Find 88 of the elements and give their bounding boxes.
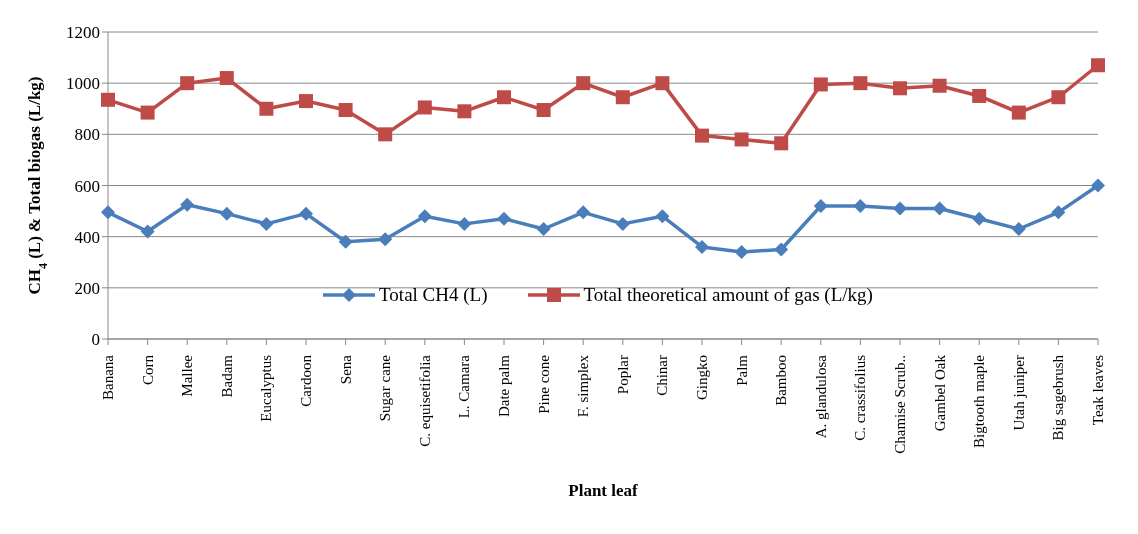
point xyxy=(695,239,709,254)
y-tick-label: 200 xyxy=(74,278,100,298)
point xyxy=(774,136,789,151)
point xyxy=(219,71,234,86)
point xyxy=(101,92,115,107)
x-tick-label: Chamise Scrub.. xyxy=(892,355,908,454)
x-tick-label: Gingko xyxy=(694,355,710,400)
x-tick-label: Teak leaves xyxy=(1090,354,1106,426)
point xyxy=(338,103,353,118)
x-tick-label: Sugar cane xyxy=(377,354,394,422)
point xyxy=(972,211,987,226)
x-tick-label: Big sagebrush xyxy=(1050,354,1067,441)
x-tick-label: A. glandulosa xyxy=(812,354,829,439)
point xyxy=(813,77,828,92)
point xyxy=(140,224,155,239)
legend-label: Total theoretical amount of gas (L/kg) xyxy=(583,284,873,306)
x-tick-label: Sena xyxy=(337,354,354,385)
x-tick-label: Gambel Oak xyxy=(931,354,948,432)
point xyxy=(1091,178,1105,193)
x-tick-label: Date palm xyxy=(496,354,512,418)
point xyxy=(576,76,591,91)
legend-label: Total CH4 (L) xyxy=(379,284,488,306)
point xyxy=(180,197,195,212)
point xyxy=(576,205,591,220)
y-tick-label: 800 xyxy=(74,125,100,145)
point xyxy=(299,94,313,109)
y-tick-label: 600 xyxy=(74,176,100,196)
y-tick-label: 0 xyxy=(91,330,100,350)
x-tick-label: Banana xyxy=(100,354,116,400)
x-tick-label: L. Camara xyxy=(456,354,473,419)
point xyxy=(378,127,393,142)
point xyxy=(497,90,511,105)
point xyxy=(972,88,987,103)
x-axis-title: Plant leaf xyxy=(568,481,639,500)
point xyxy=(615,90,630,105)
x-tick-label: F. simplex xyxy=(575,354,592,418)
point xyxy=(1011,105,1026,120)
point xyxy=(893,201,907,216)
x-tick-label: C. crassifolius xyxy=(852,354,869,441)
point xyxy=(615,216,630,231)
x-tick-label: Badam xyxy=(218,354,235,398)
point xyxy=(497,211,511,226)
point xyxy=(259,101,274,116)
y-tick-label: 1000 xyxy=(66,74,100,94)
x-tick-label: Poplar xyxy=(614,355,631,395)
point xyxy=(457,216,472,231)
x-tick-label: Mallee xyxy=(179,354,196,397)
x-tick-label: Bigtooth maple xyxy=(971,354,988,448)
point xyxy=(259,216,274,231)
point xyxy=(932,201,947,216)
point xyxy=(1091,58,1105,73)
x-tick-label: C. equisetifolia xyxy=(416,354,433,447)
point xyxy=(1011,221,1026,236)
point xyxy=(378,232,393,247)
point xyxy=(219,206,234,221)
point xyxy=(734,132,749,147)
point xyxy=(140,105,155,120)
y-tick-label: 400 xyxy=(74,227,100,247)
point xyxy=(813,198,828,213)
x-tick-label: Corn xyxy=(139,354,156,385)
point xyxy=(536,221,551,236)
x-tick-label: Chinar xyxy=(654,355,671,396)
point xyxy=(180,76,195,91)
x-tick-label: Cardoon xyxy=(298,354,314,407)
x-tick-label: Palm xyxy=(733,354,750,386)
point xyxy=(299,206,313,221)
point xyxy=(695,128,709,143)
x-tick-label: Utah juniper xyxy=(1010,355,1027,431)
point xyxy=(457,104,472,119)
y-tick-label: 1200 xyxy=(66,23,100,43)
point xyxy=(338,234,353,249)
point xyxy=(417,100,432,115)
point xyxy=(417,209,432,224)
point xyxy=(101,205,115,220)
point xyxy=(734,245,749,260)
point xyxy=(893,81,907,96)
point xyxy=(853,76,868,91)
point xyxy=(774,242,789,257)
point xyxy=(1051,205,1066,220)
point xyxy=(655,209,670,224)
point xyxy=(655,76,670,91)
point xyxy=(536,103,551,118)
x-tick-label: Pine cone xyxy=(535,354,552,414)
point xyxy=(1051,90,1066,105)
x-tick-label: Eucalyptus xyxy=(258,354,275,422)
point xyxy=(853,198,868,213)
point xyxy=(932,78,947,93)
x-tick-label: Bamboo xyxy=(773,355,790,406)
